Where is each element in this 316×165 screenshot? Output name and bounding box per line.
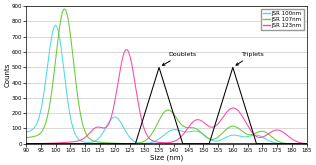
Legend: JSR 100nm, JSR 107nm, JSR 123nm: JSR 100nm, JSR 107nm, JSR 123nm [261, 9, 304, 30]
Text: Doublets: Doublets [162, 52, 196, 65]
X-axis label: Size (nm): Size (nm) [150, 154, 183, 161]
Y-axis label: Counts: Counts [4, 63, 10, 87]
Text: Triplets: Triplets [236, 52, 264, 65]
